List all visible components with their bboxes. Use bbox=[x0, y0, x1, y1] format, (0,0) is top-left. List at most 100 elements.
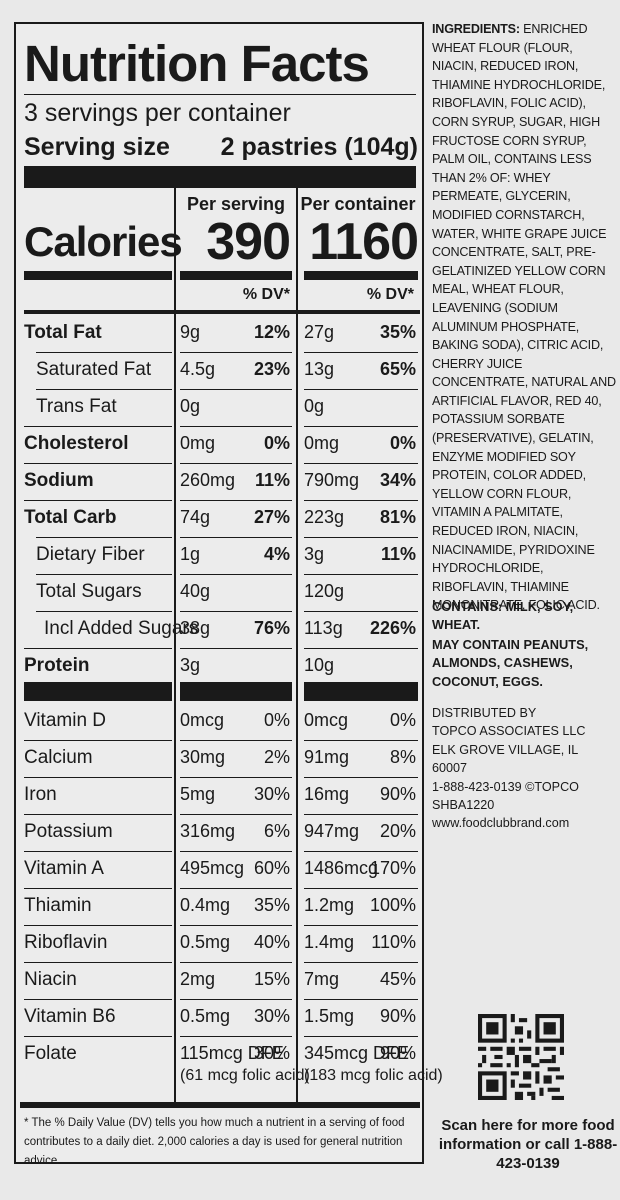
nutrient-row: Cholesterol 0mg 0% 0mg 0% bbox=[16, 427, 422, 464]
vitamin-row: Potassium 316mg 6% 947mg 20% bbox=[16, 815, 422, 852]
amount-per-serving: 30mg bbox=[180, 747, 226, 767]
distributor-line: 1-888-423-0139 ©TOPCO bbox=[432, 779, 579, 794]
vitamin-row: Vitamin B6 0.5mg 30% 1.5mg 90% bbox=[16, 1000, 422, 1037]
nutrient-name: Total Fat bbox=[24, 322, 102, 343]
row-divider bbox=[24, 999, 172, 1000]
row-divider bbox=[180, 500, 292, 501]
amount-per-serving: 0mcg bbox=[180, 710, 225, 730]
row-divider bbox=[180, 648, 292, 649]
amount-per-serving: 9g bbox=[180, 322, 201, 342]
vitamin-name: Folate bbox=[24, 1043, 77, 1064]
nutrient-row: Total Carb 74g 27% 223g 81% bbox=[16, 501, 422, 538]
row-divider bbox=[180, 888, 292, 889]
dv-per-serving: 11% bbox=[254, 470, 290, 490]
amount-per-container: 345mcg DFE bbox=[304, 1043, 410, 1063]
row-divider bbox=[24, 962, 172, 963]
row-divider bbox=[24, 648, 172, 649]
amount-per-serving: 0g bbox=[180, 396, 201, 416]
row-divider bbox=[24, 463, 172, 464]
row-divider bbox=[24, 814, 172, 815]
thick-divider bbox=[24, 166, 416, 188]
amount-per-serving: 0mg bbox=[180, 433, 216, 453]
row-divider bbox=[304, 962, 418, 963]
row-divider bbox=[36, 574, 172, 575]
row-divider bbox=[304, 814, 418, 815]
amount-per-serving: 74g bbox=[180, 507, 211, 527]
vitamin-row: Thiamin 0.4mg 35% 1.2mg 100% bbox=[16, 889, 422, 926]
vitamin-bar-1 bbox=[24, 682, 172, 701]
vitamin-row: Vitamin A 495mcg 60% 1486mcg 170% bbox=[16, 852, 422, 889]
row-divider bbox=[24, 777, 172, 778]
dv-footnote: * The % Daily Value (DV) tells you how m… bbox=[24, 1117, 405, 1167]
amount-per-serving: 4.5g bbox=[180, 359, 216, 379]
dv-per-serving: 0% bbox=[263, 710, 290, 730]
dv-per-serving: 2% bbox=[263, 747, 290, 767]
distributor-line: www.foodclubbrand.com bbox=[432, 816, 570, 831]
footnote-divider bbox=[20, 1102, 420, 1108]
dv-per-container: 35% bbox=[379, 322, 416, 342]
row-divider bbox=[36, 352, 172, 353]
amount-per-container: 223g bbox=[304, 507, 345, 527]
row-divider bbox=[180, 999, 292, 1000]
vitamin-name: Vitamin D bbox=[24, 710, 107, 731]
dv-per-serving: 30% bbox=[253, 1006, 290, 1026]
row-divider bbox=[24, 925, 172, 926]
amount-per-container: 16mg bbox=[304, 784, 350, 804]
amount-per-serving: 0.4mg bbox=[180, 895, 231, 915]
row-divider bbox=[180, 463, 292, 464]
row-divider bbox=[36, 389, 172, 390]
distributor-line: TOPCO ASSOCIATES LLC bbox=[432, 724, 586, 739]
vitamin-name: Vitamin A bbox=[24, 858, 104, 879]
dv-per-container: 226% bbox=[369, 618, 416, 638]
row-divider bbox=[36, 611, 172, 612]
nutrient-row: Trans Fat 0g 0g bbox=[16, 390, 422, 427]
vitamin-row: Calcium 30mg 2% 91mg 8% bbox=[16, 741, 422, 778]
row-divider bbox=[24, 426, 172, 427]
amount-per-container: 790mg bbox=[304, 470, 360, 490]
calories-per-serving: 390 bbox=[206, 213, 291, 271]
nutrient-name: Saturated Fat bbox=[36, 359, 152, 380]
dv-per-serving: 27% bbox=[253, 507, 290, 527]
dv-header-1: % DV* bbox=[242, 286, 290, 303]
row-divider bbox=[304, 500, 418, 501]
amount-per-serving: 0.5mg bbox=[180, 1006, 231, 1026]
amount-per-serving: 3g bbox=[180, 655, 201, 675]
nutrient-name: Total Carb bbox=[24, 507, 117, 528]
row-divider bbox=[180, 426, 292, 427]
amount-per-serving: 1g bbox=[180, 544, 201, 564]
amount-per-container: 1.4mg bbox=[304, 932, 355, 952]
row-divider bbox=[304, 740, 418, 741]
ingredients-block: INGREDIENTS: ENRICHED WHEAT FLOUR (FLOUR… bbox=[432, 20, 616, 615]
folic-acid-per-container: (183 mcg folic acid) bbox=[304, 1067, 443, 1084]
amount-per-serving: 115mcg DFE bbox=[180, 1043, 284, 1063]
dv-per-container: 0% bbox=[389, 710, 416, 730]
nutrient-row: Incl Added Sugars 38g 76% 113g 226% bbox=[16, 612, 422, 649]
amount-per-serving: 40g bbox=[180, 581, 211, 601]
dv-per-container: 90% bbox=[379, 784, 416, 804]
dv-per-serving: 4% bbox=[263, 544, 290, 564]
nutrient-name: Dietary Fiber bbox=[36, 544, 145, 565]
nutrient-name: Total Sugars bbox=[36, 581, 142, 602]
qr-code-icon[interactable] bbox=[478, 1014, 564, 1100]
row-divider bbox=[24, 1036, 172, 1037]
row-divider bbox=[304, 851, 418, 852]
row-divider bbox=[24, 740, 172, 741]
dv-header-2: % DV* bbox=[366, 286, 414, 303]
row-divider bbox=[304, 777, 418, 778]
scan-instructions: Scan here for more food information or c… bbox=[438, 1117, 618, 1172]
vitamin-row: Folate 115mcg DFE 30% 345mcg DFE 90% (61 mcg … bbox=[16, 1037, 443, 1097]
column-divider-1 bbox=[174, 188, 176, 1102]
amount-per-container: 10g bbox=[304, 655, 335, 675]
dv-per-serving: 35% bbox=[253, 895, 290, 915]
nutrient-name: Sodium bbox=[24, 470, 94, 491]
dv-per-container: 90% bbox=[379, 1043, 416, 1063]
amount-per-serving: 0.5mg bbox=[180, 932, 231, 952]
serving-size-value: 2 pastries (104g) bbox=[220, 133, 418, 161]
calories-bar-1 bbox=[24, 271, 172, 280]
row-divider bbox=[24, 888, 172, 889]
amount-per-container: 27g bbox=[304, 322, 335, 342]
row-divider bbox=[180, 814, 292, 815]
nutrient-row: Sodium 260mg 11% 790mg 34% bbox=[16, 464, 422, 501]
nutrient-row: Saturated Fat 4.5g 23% 13g 65% bbox=[16, 353, 422, 390]
dv-per-serving: 6% bbox=[263, 821, 290, 841]
